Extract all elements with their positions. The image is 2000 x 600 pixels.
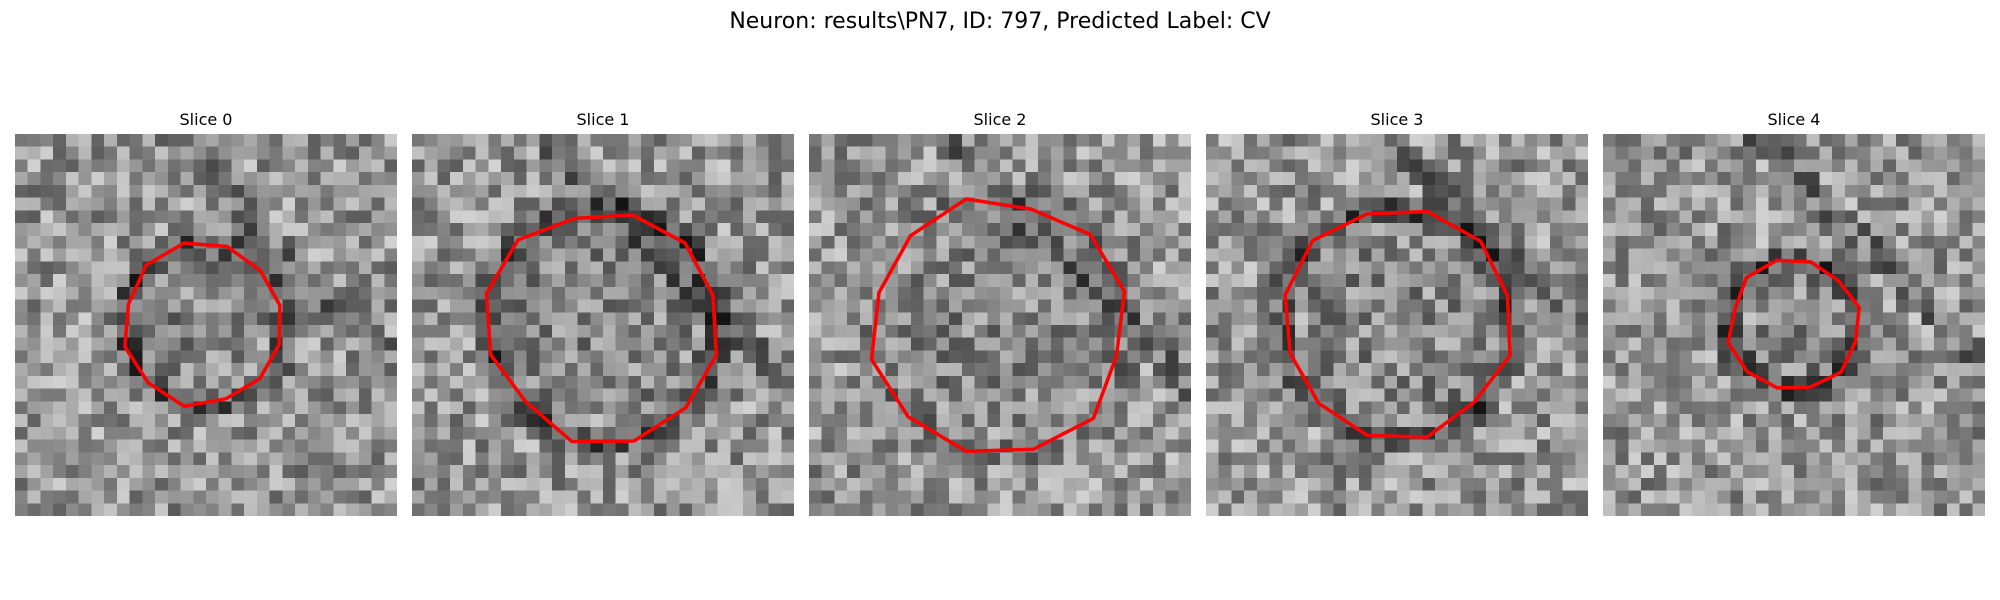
contour-outline (1726, 258, 1862, 390)
contour-outline (1283, 209, 1512, 439)
slice-image (412, 134, 794, 516)
contour-outline (869, 197, 1127, 454)
figure-title: Neuron: results\PN7, ID: 797, Predicted … (729, 9, 1271, 34)
slice-image (15, 134, 397, 516)
slice-title: Slice 1 (576, 110, 630, 129)
slice-image (1206, 134, 1588, 516)
contour-outline (484, 213, 719, 444)
slice-image (1603, 134, 1985, 516)
slice-image (809, 134, 1191, 516)
slice-title: Slice 2 (973, 110, 1027, 129)
slice-title: Slice 3 (1370, 110, 1424, 129)
slice-title: Slice 4 (1767, 110, 1821, 129)
contour-outline (123, 241, 282, 409)
slice-title: Slice 0 (179, 110, 233, 129)
